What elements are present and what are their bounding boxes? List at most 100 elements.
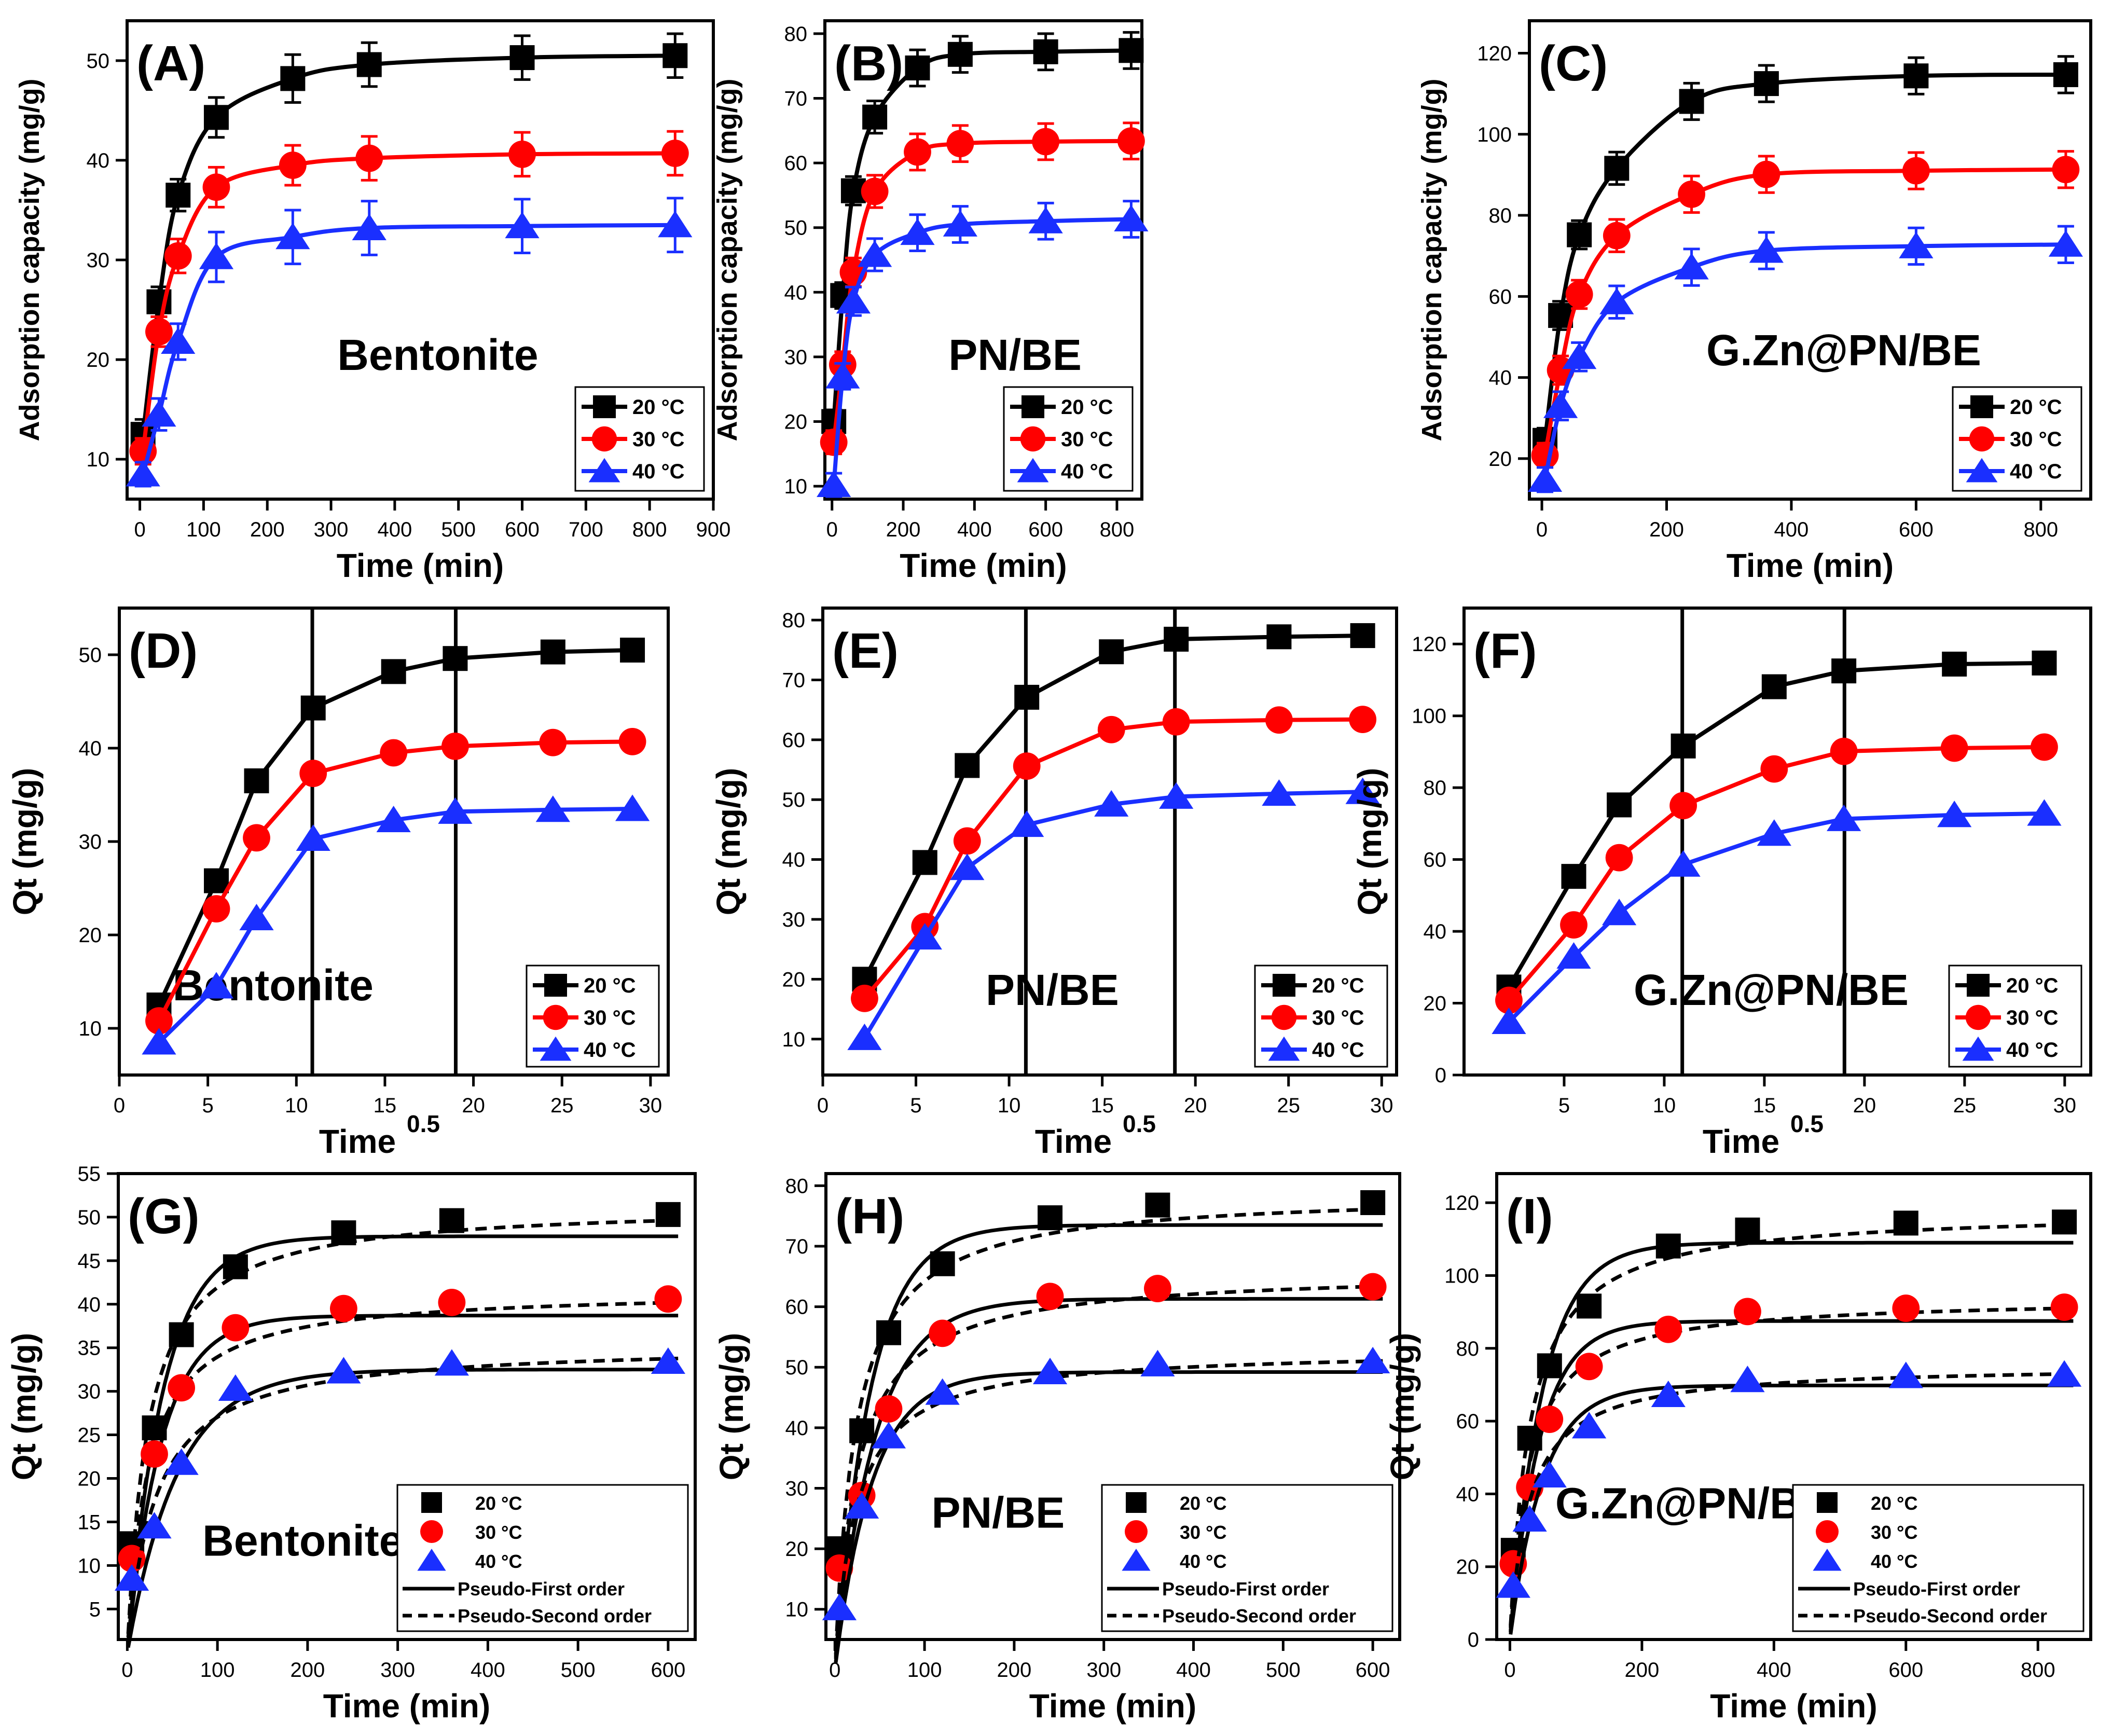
x-tick-label: 200: [1625, 1659, 1660, 1682]
legend-label-pfo: Pseudo-First order: [458, 1578, 625, 1600]
panel-label: (G): [128, 1189, 200, 1244]
legend: 20 °C 30 °C 40 °C Pseudo-First order Pseudo-…: [1792, 1484, 2085, 1632]
y-tick-label: 120: [1444, 1192, 1479, 1215]
legend-marker-t40: [1017, 458, 1049, 483]
data-point-t30: [1265, 706, 1293, 734]
data-point-t30: [1902, 157, 1930, 185]
data-point-t20: [540, 639, 565, 665]
y-tick-label: 30: [87, 249, 110, 272]
y-tick-label: 10: [79, 1017, 102, 1040]
legend: 20 °C 30 °C 40 °C: [574, 386, 705, 492]
data-point-t20: [1360, 1190, 1386, 1215]
data-point-t20: [509, 45, 535, 71]
data-point-t40: [434, 1349, 469, 1376]
x-tick-label: 900: [696, 518, 731, 541]
y-tick-label: 60: [1489, 285, 1512, 308]
legend-label-t40: 40 °C: [1312, 1039, 1364, 1062]
y-tick-label: 80: [784, 23, 808, 46]
y-tick-label: 80: [1489, 204, 1512, 227]
series-t40: [1496, 1360, 2082, 1635]
data-point-t40: [1562, 342, 1597, 369]
series-t30: [851, 706, 1377, 1012]
x-tick-label: 400: [1757, 1659, 1791, 1682]
x-tick-label: 400: [957, 518, 992, 541]
legend-marker-t40: [1122, 1549, 1151, 1571]
axes-frame: [117, 1172, 697, 1641]
x-tick-label: 600: [505, 518, 540, 541]
x-tick-label: 20: [462, 1094, 485, 1117]
data-point-t20: [1038, 1205, 1063, 1231]
data-point-t30: [2050, 1293, 2078, 1321]
y-tick-label: 40: [782, 849, 806, 872]
data-point-t40: [822, 1593, 857, 1620]
x-tick-label: 15: [374, 1094, 397, 1117]
y-axis-label: Qt (mg/g): [713, 1333, 750, 1480]
legend: 20 °C 30 °C 40 °C: [1952, 386, 2082, 492]
x-axis-label-superscript: 0.5: [1123, 1110, 1156, 1137]
legend-label-t30: 30 °C: [1061, 428, 1113, 451]
data-point-t20: [439, 1208, 464, 1233]
x-tick-label: 0: [817, 1094, 829, 1117]
x-tick-label: 10: [1653, 1094, 1676, 1117]
legend-marker-t30: [543, 1004, 569, 1030]
x-axis-label: Time: [319, 1123, 396, 1160]
legend-label-t30: 30 °C: [2006, 1007, 2059, 1029]
y-tick-label: 100: [1412, 705, 1446, 728]
legend-marker-t40: [1268, 1036, 1300, 1061]
data-point-t30: [1892, 1294, 1920, 1322]
data-point-t40: [1032, 1357, 1068, 1384]
legend-label-pso: Pseudo-Second order: [1162, 1605, 1356, 1627]
series-line: [157, 648, 633, 1006]
x-axis-label: Time (min): [1029, 1687, 1196, 1725]
y-tick-label: 40: [79, 737, 102, 760]
data-point-t40: [847, 1023, 882, 1050]
y-tick-label: 10: [784, 475, 808, 498]
y-tick-label: 70: [784, 88, 808, 111]
axes-frame: [824, 1172, 1401, 1641]
material-label: G.Zn@PN/BE: [1555, 1479, 1830, 1528]
data-point-t20: [955, 753, 980, 778]
data-point-t40: [1345, 777, 1380, 804]
data-point-t40: [871, 1422, 906, 1449]
axes-frame: [1462, 607, 2092, 1077]
series-t20: [1496, 650, 2057, 1000]
data-point-t20: [165, 183, 191, 208]
data-point-t20: [300, 695, 326, 721]
data-point-t40: [1757, 819, 1791, 846]
y-axis-label: Qt (mg/g): [1351, 768, 1388, 915]
legend-label-t30: 30 °C: [584, 1007, 636, 1029]
legend-marker-t40: [417, 1549, 446, 1571]
data-point-t40: [1749, 236, 1784, 263]
series-t30: [1499, 1293, 2078, 1633]
x-tick-label: 0: [1536, 518, 1548, 541]
series-t30: [129, 130, 689, 466]
x-tick-label: 25: [550, 1094, 574, 1117]
pseudo-first-order-fit: [1509, 1319, 2074, 1633]
data-point-t40: [900, 218, 935, 245]
y-tick-label: 100: [1477, 123, 1512, 146]
x-tick-label: 100: [186, 518, 221, 541]
legend-label-t20: 20 °C: [632, 396, 685, 419]
x-tick-label: 600: [1899, 518, 1934, 541]
legend-marker-t20: [1817, 1492, 1838, 1513]
y-tick-label: 50: [782, 789, 806, 811]
legend-label-t30: 30 °C: [632, 428, 685, 451]
pseudo-second-order-fit: [834, 1359, 1383, 1657]
x-tick-label: 25: [1277, 1094, 1300, 1117]
data-point-t30: [1575, 1353, 1603, 1381]
pseudo-second-order-fit: [1509, 1306, 2074, 1628]
y-axis-label: Qt (mg/g): [6, 768, 44, 915]
y-axis-label: Adsorption capacity (mg/g): [712, 78, 743, 441]
data-point-t40: [1496, 1571, 1530, 1598]
legend-marker-t20: [593, 395, 616, 418]
pseudo-second-order-fit: [834, 1207, 1383, 1650]
data-point-t30: [1117, 127, 1145, 155]
pseudo-second-order-fit: [1509, 1223, 2074, 1626]
data-point-t30: [1349, 706, 1377, 734]
y-axis-label: Adsorption capacity (mg/g): [14, 78, 45, 441]
data-point-t40: [137, 1512, 172, 1539]
data-point-t40: [2048, 230, 2083, 257]
data-point-t30: [222, 1314, 250, 1342]
data-point-t40: [505, 212, 540, 239]
legend: 20 °C 30 °C 40 °C: [1948, 965, 2082, 1068]
